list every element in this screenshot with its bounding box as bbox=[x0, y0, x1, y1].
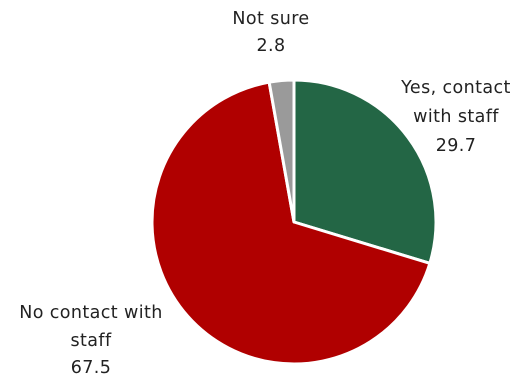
slice-label-not-sure: Not sure 2.8 bbox=[232, 9, 309, 56]
slice-label-line: staff bbox=[70, 331, 111, 351]
pie-slices bbox=[150, 78, 438, 366]
slice-value: 67.5 bbox=[71, 358, 112, 378]
slice-label-line: Yes, contact bbox=[400, 78, 511, 98]
slice-label-line: Not sure bbox=[232, 9, 309, 29]
slice-value: 2.8 bbox=[256, 36, 285, 56]
slice-yes-contact bbox=[292, 78, 438, 265]
slice-value: 29.7 bbox=[436, 136, 477, 156]
slice-not-sure bbox=[267, 78, 296, 224]
slice-label-line: No contact with bbox=[19, 303, 163, 323]
slice-no-contact bbox=[150, 80, 432, 366]
slice-label-no-contact: No contact with staff 67.5 bbox=[19, 303, 163, 378]
slice-label-yes-contact: Yes, contact with staff 29.7 bbox=[400, 78, 511, 156]
slice-label-line: with staff bbox=[413, 107, 499, 127]
